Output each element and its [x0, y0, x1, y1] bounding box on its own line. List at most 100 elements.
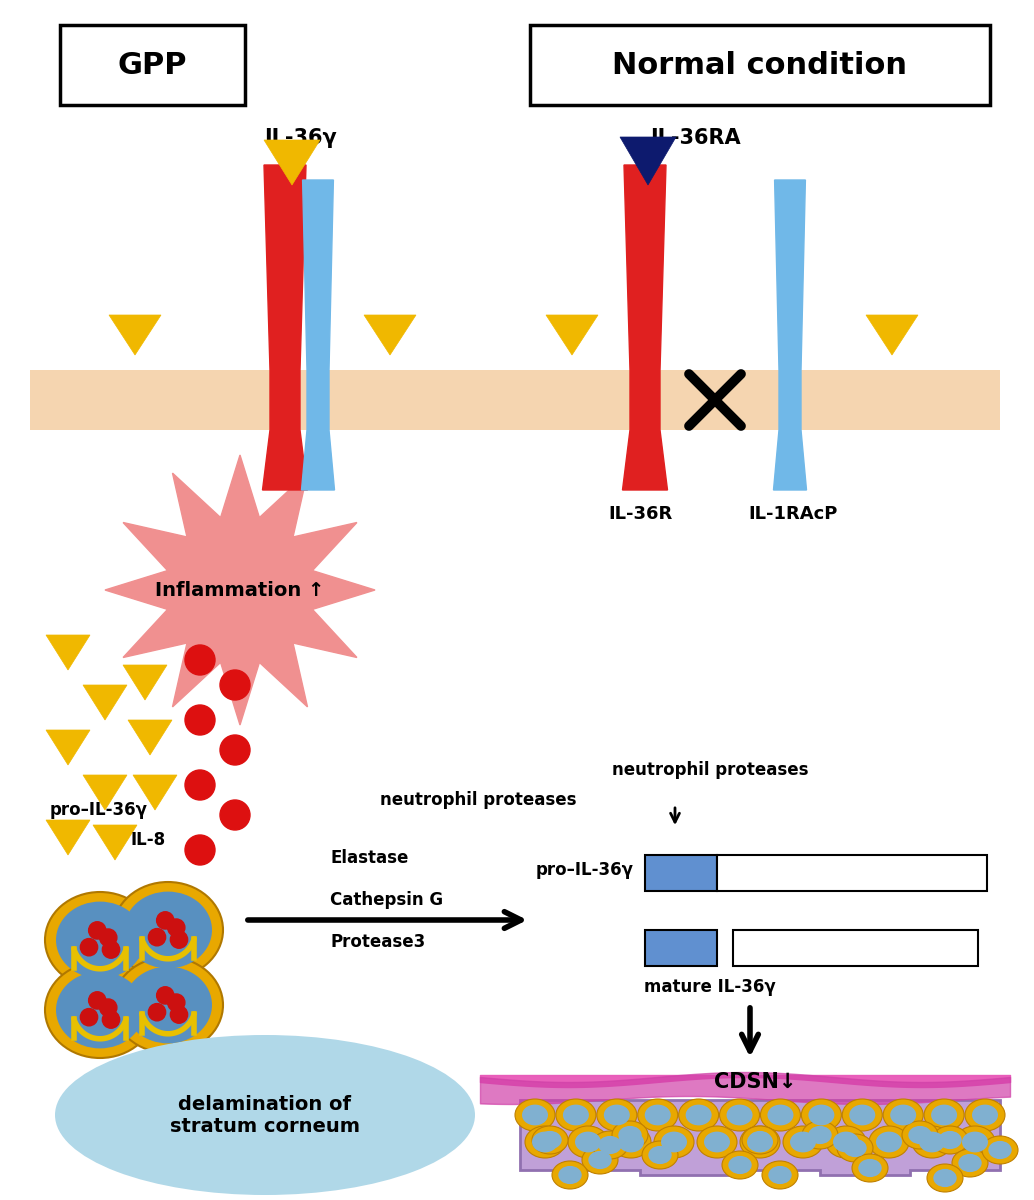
Ellipse shape: [931, 1104, 957, 1126]
Ellipse shape: [952, 1150, 989, 1177]
Ellipse shape: [124, 967, 212, 1043]
Text: IL-36RA: IL-36RA: [649, 128, 740, 148]
Text: Inflammation ↑: Inflammation ↑: [155, 581, 325, 600]
Text: IL-8: IL-8: [130, 830, 165, 850]
Circle shape: [99, 998, 117, 1016]
Ellipse shape: [749, 1130, 771, 1150]
Ellipse shape: [849, 1104, 875, 1126]
Ellipse shape: [556, 1099, 596, 1130]
Ellipse shape: [648, 1146, 672, 1164]
Ellipse shape: [767, 1104, 793, 1126]
Ellipse shape: [869, 1126, 909, 1158]
Ellipse shape: [45, 892, 155, 988]
Polygon shape: [45, 820, 90, 854]
Ellipse shape: [972, 1104, 998, 1126]
FancyBboxPatch shape: [30, 370, 1000, 430]
Ellipse shape: [597, 1099, 637, 1130]
Circle shape: [168, 919, 185, 936]
Text: pro–IL-36γ: pro–IL-36γ: [50, 802, 148, 818]
Polygon shape: [364, 314, 416, 355]
Ellipse shape: [525, 1126, 565, 1158]
Ellipse shape: [955, 1126, 995, 1158]
Ellipse shape: [568, 1126, 608, 1158]
Ellipse shape: [533, 1126, 568, 1154]
Ellipse shape: [661, 1132, 687, 1152]
Polygon shape: [123, 665, 168, 700]
Ellipse shape: [575, 1132, 601, 1152]
Ellipse shape: [783, 1126, 823, 1158]
Ellipse shape: [833, 1132, 859, 1152]
Ellipse shape: [989, 1141, 1011, 1159]
Ellipse shape: [809, 1104, 834, 1126]
Ellipse shape: [552, 1162, 588, 1189]
Polygon shape: [45, 730, 90, 766]
Text: IL-36R: IL-36R: [608, 505, 672, 523]
Ellipse shape: [760, 1099, 800, 1130]
Ellipse shape: [747, 1132, 773, 1152]
Circle shape: [89, 991, 105, 1009]
Text: pro–IL-36γ: pro–IL-36γ: [536, 862, 634, 878]
Ellipse shape: [582, 1146, 618, 1174]
Polygon shape: [133, 775, 177, 810]
Circle shape: [102, 941, 120, 959]
Ellipse shape: [722, 1151, 758, 1178]
FancyBboxPatch shape: [60, 25, 245, 104]
Circle shape: [220, 670, 250, 700]
Ellipse shape: [762, 1162, 798, 1189]
Text: Cathepsin G: Cathepsin G: [330, 890, 444, 910]
FancyBboxPatch shape: [733, 930, 978, 966]
Ellipse shape: [612, 1121, 648, 1150]
Polygon shape: [263, 164, 307, 490]
Ellipse shape: [686, 1104, 711, 1126]
Ellipse shape: [902, 1121, 938, 1150]
Text: IL-36γ: IL-36γ: [264, 128, 336, 148]
Circle shape: [81, 938, 97, 956]
Ellipse shape: [562, 1104, 589, 1126]
Polygon shape: [128, 720, 172, 755]
Ellipse shape: [809, 1126, 831, 1144]
Polygon shape: [622, 164, 668, 490]
Ellipse shape: [611, 1126, 651, 1158]
Ellipse shape: [826, 1126, 866, 1158]
Polygon shape: [93, 826, 136, 860]
Polygon shape: [520, 1100, 1000, 1175]
Ellipse shape: [740, 1126, 780, 1158]
Polygon shape: [83, 685, 127, 720]
Ellipse shape: [533, 1132, 558, 1152]
Ellipse shape: [912, 1126, 952, 1158]
Ellipse shape: [801, 1099, 842, 1130]
Ellipse shape: [790, 1132, 816, 1152]
FancyBboxPatch shape: [530, 25, 990, 104]
Circle shape: [99, 929, 117, 947]
Circle shape: [102, 1010, 120, 1028]
FancyBboxPatch shape: [645, 930, 717, 966]
Circle shape: [156, 912, 174, 929]
Circle shape: [168, 994, 185, 1012]
Polygon shape: [302, 180, 335, 490]
Ellipse shape: [927, 1164, 963, 1192]
Polygon shape: [546, 314, 598, 355]
Circle shape: [220, 800, 250, 830]
Ellipse shape: [678, 1099, 719, 1130]
Ellipse shape: [45, 962, 155, 1058]
Circle shape: [148, 1003, 165, 1021]
Polygon shape: [83, 775, 127, 810]
Circle shape: [185, 770, 215, 800]
Circle shape: [185, 646, 215, 674]
Ellipse shape: [802, 1121, 838, 1150]
Ellipse shape: [959, 1154, 981, 1172]
Ellipse shape: [720, 1099, 760, 1130]
Polygon shape: [264, 140, 320, 185]
Circle shape: [81, 1008, 97, 1026]
Ellipse shape: [704, 1132, 730, 1152]
Ellipse shape: [653, 1126, 694, 1158]
Ellipse shape: [728, 1156, 752, 1174]
Circle shape: [185, 704, 215, 734]
Ellipse shape: [742, 1126, 778, 1154]
Text: neutrophil proteases: neutrophil proteases: [381, 791, 577, 809]
Ellipse shape: [56, 901, 144, 978]
Ellipse shape: [919, 1132, 945, 1152]
Circle shape: [185, 835, 215, 865]
Polygon shape: [620, 137, 676, 185]
Ellipse shape: [697, 1126, 737, 1158]
